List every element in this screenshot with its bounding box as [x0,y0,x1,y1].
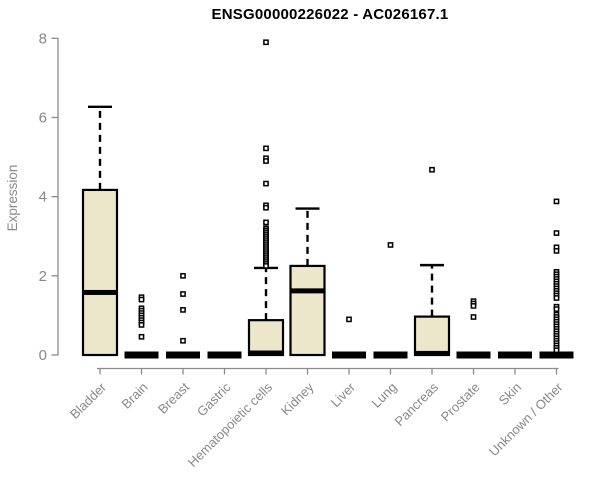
x-tick-label: Prostate [438,380,483,425]
outlier-point [553,295,560,301]
outlier-point [263,39,269,46]
outlier-point [263,158,269,164]
outlier-point [387,242,394,248]
outlier-point [180,307,186,313]
outlier-point [138,322,145,328]
outlier-point [263,219,269,226]
x-tick-label: Kidney [278,379,317,418]
x-tick-label: Breast [155,379,192,416]
outlier-point [429,166,435,173]
y-tick-label: 0 [39,347,47,364]
x-tick-label: Liver [328,379,359,410]
y-tick-label: 4 [39,189,47,206]
outlier-point [553,248,560,254]
median-line [249,350,283,356]
outlier-point [470,303,477,309]
outlier-point [180,291,186,297]
outlier-point [553,306,560,312]
x-tick-label: Pancreas [392,379,442,429]
flat-box [166,351,200,359]
chart-title: ENSG00000226022 - AC026167.1 [211,6,449,23]
box [247,319,285,357]
y-tick-label: 2 [39,268,47,285]
x-tick-label: Lung [369,380,400,411]
flat-box [498,351,532,359]
y-tick-label: 8 [39,30,47,47]
flat-box [124,351,159,359]
outlier-point [180,272,186,279]
x-tick-label: Brain [119,380,151,412]
outlier-point [470,314,477,320]
median-line [83,289,117,295]
outlier-point [138,333,145,340]
box [413,315,451,357]
box [81,188,119,357]
y-tick-label: 6 [39,109,47,126]
outlier-point [263,204,269,211]
outlier-point [180,337,186,344]
median-line [415,350,449,356]
flat-box [207,351,242,359]
outlier-point [346,316,352,323]
box [289,264,326,357]
flat-box [456,351,491,359]
x-tick-label: Bladder [67,379,110,422]
outlier-point [138,296,145,303]
flat-box [539,351,574,359]
outlier-point [263,180,269,187]
outlier-point [263,263,269,269]
x-tick-label: Skin [496,380,524,408]
outlier-point [553,230,560,236]
flat-box [373,351,408,359]
flat-box [332,351,366,359]
outlier-point [553,347,560,354]
outlier-point [553,198,560,205]
outlier-point [263,145,269,152]
x-tick-label: Unknown / Other [486,379,566,459]
x-tick-label: Gastric [194,379,234,419]
median-line [290,288,325,294]
